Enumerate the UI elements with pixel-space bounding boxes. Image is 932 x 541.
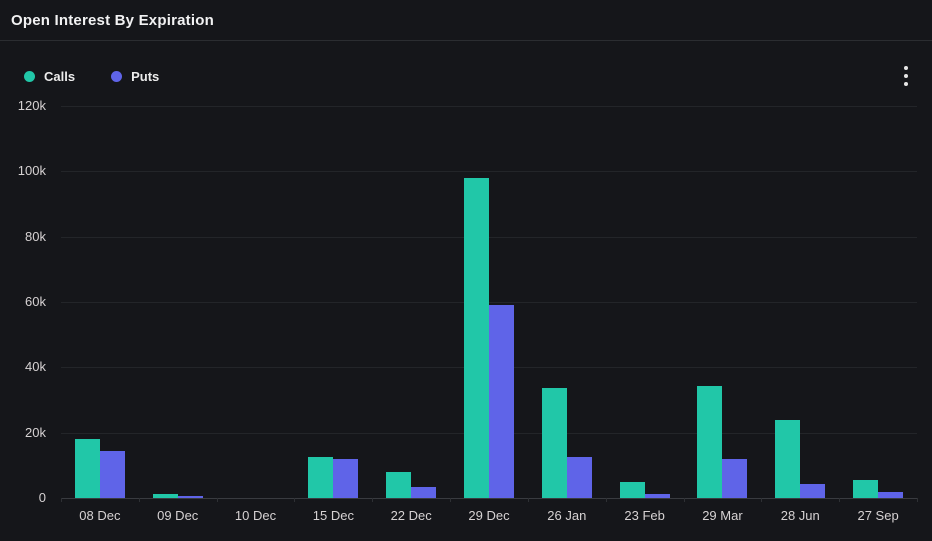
bar-group-23-feb [606, 106, 684, 498]
x-axis-line [61, 498, 917, 499]
x-axis-tick [917, 498, 918, 502]
x-tick-label: 28 Jun [780, 508, 820, 523]
legend-calls-label: Calls [44, 68, 76, 84]
x-tick-label: 29 Dec [468, 508, 510, 523]
x-tick-label: 23 Feb [624, 508, 665, 523]
y-tick-label: 100k [17, 163, 46, 179]
y-tick-label: 60k [25, 294, 46, 309]
bar-puts-23-feb[interactable] [644, 494, 670, 498]
bar-calls-27-sep[interactable] [853, 480, 879, 498]
legend: Calls Puts [24, 69, 159, 84]
bar-group-08-dec [61, 106, 139, 498]
kebab-dot [904, 66, 908, 70]
bar-puts-29-mar[interactable] [722, 459, 748, 498]
kebab-dot [904, 74, 908, 78]
bar-calls-22-dec[interactable] [386, 472, 412, 498]
x-axis-tick [372, 498, 374, 502]
bar-calls-29-mar[interactable] [697, 386, 723, 498]
x-tick-label: 08 Dec [79, 508, 121, 523]
x-axis-tick [138, 498, 140, 502]
x-tick-label: 26 Jan [547, 508, 587, 523]
bar-calls-09-dec[interactable] [152, 494, 178, 498]
bar-puts-15-dec[interactable] [333, 459, 359, 498]
bar-puts-28-jun[interactable] [800, 484, 826, 498]
x-axis-tick [683, 498, 685, 502]
x-axis-tick [761, 498, 763, 502]
bar-group-29-dec [450, 106, 528, 498]
bar-puts-27-sep[interactable] [878, 492, 904, 498]
y-tick-label: 20k [25, 424, 46, 440]
bar-group-27-sep [839, 106, 917, 498]
open-interest-bar-chart: 0 20k 40k 60k 80k 100k 120k 08 Dec 09 Dec 10 Dec 1… [0, 95, 932, 541]
x-tick-label: 09 Dec [157, 508, 199, 523]
x-axis-tick [294, 498, 296, 502]
puts-color-dot [111, 70, 123, 82]
x-tick-label: 27 Sep [857, 508, 899, 523]
kebab-dot [904, 82, 908, 86]
y-tick-label: 40k [25, 359, 46, 375]
bar-group-28-jun [761, 106, 839, 498]
bar-puts-29-dec[interactable] [488, 305, 514, 498]
bar-calls-08-dec[interactable] [74, 439, 100, 498]
x-tick-label: 29 Mar [702, 508, 743, 523]
bar-calls-29-dec[interactable] [463, 178, 489, 498]
x-axis-tick [527, 498, 529, 502]
gridline [61, 171, 917, 173]
legend-row: Calls Puts [0, 60, 932, 92]
legend-item-calls[interactable]: Calls [24, 69, 75, 84]
bar-group-29-mar [684, 106, 762, 498]
bar-puts-22-dec[interactable] [411, 487, 437, 498]
legend-item-puts[interactable]: Puts [111, 69, 159, 84]
y-tick-label: 80k [25, 228, 46, 244]
x-tick-label: 15 Dec [312, 508, 354, 523]
bar-group-15-dec [294, 106, 372, 498]
x-axis-tick [839, 498, 841, 502]
x-axis-tick [605, 498, 607, 502]
chart-header: Open Interest By Expiration [0, 0, 932, 41]
bar-puts-26-jan[interactable] [566, 457, 592, 498]
x-tick-label: 10 Dec [234, 508, 277, 523]
gridline [61, 236, 917, 238]
calls-color-dot [24, 70, 35, 82]
bar-calls-28-jun[interactable] [775, 420, 801, 498]
bar-calls-23-feb[interactable] [619, 482, 645, 498]
x-axis-tick [216, 498, 218, 502]
bar-calls-26-jan[interactable] [541, 388, 567, 498]
x-tick-label: 22 Dec [390, 508, 432, 523]
kebab-menu-icon[interactable] [898, 62, 914, 90]
bar-puts-09-dec[interactable] [177, 496, 203, 498]
page-title: Open Interest By Expiration [11, 11, 214, 29]
x-axis-tick [450, 498, 452, 502]
y-tick-label: 120k [17, 98, 46, 113]
gridline [61, 302, 917, 303]
legend-puts-label: Puts [131, 68, 160, 84]
gridline [61, 106, 917, 107]
bar-calls-15-dec[interactable] [308, 457, 334, 498]
bar-group-09-dec [139, 106, 217, 498]
bar-group-26-jan [528, 106, 606, 498]
bar-group-10-dec [217, 106, 295, 498]
y-tick-label: 0 [38, 490, 46, 505]
bar-group-22-dec [372, 106, 450, 498]
bar-puts-08-dec[interactable] [99, 451, 125, 498]
x-axis-tick [61, 498, 62, 502]
